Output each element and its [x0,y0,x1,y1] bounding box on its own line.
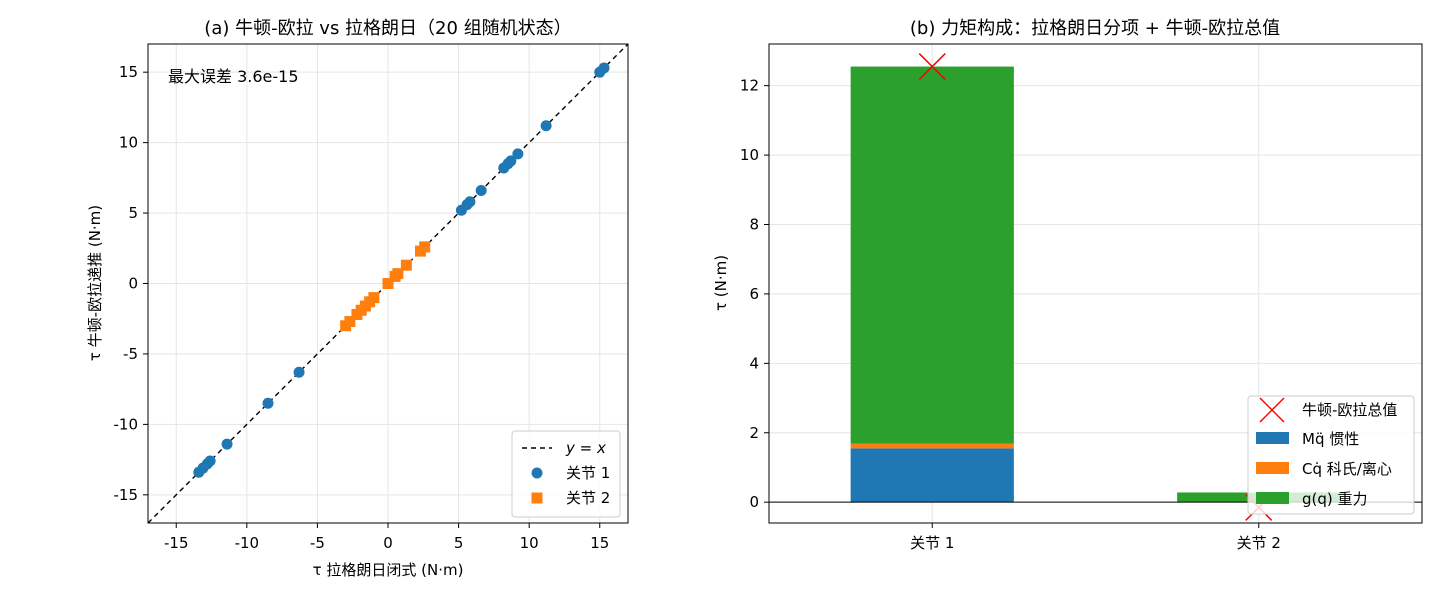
scatter-x-tick-label: 5 [454,534,464,552]
joint2-point [344,316,356,328]
scatter-y-tick-label: -15 [114,486,139,504]
bar-segment-inertia [850,448,1014,503]
legend-series-label: Cq̇ 科氏/离心 [1302,460,1392,478]
legend-joint2-label: 关节 2 [566,489,610,507]
bar-y-tick-label: 6 [749,285,759,303]
joint2-point [419,241,431,253]
joint1-point [464,196,476,208]
scatter-y-ticks: -15 -10 -5 0 5 10 15 [114,63,148,504]
joint2-point [368,292,380,304]
joint2-point [392,268,404,280]
bar-segment-coriolis [850,443,1014,449]
bar-y-tick-label: 12 [740,77,759,95]
scatter-x-tick-label: 15 [590,534,609,552]
bar-y-tick-label: 8 [749,215,759,233]
bar-stacks [850,66,1341,503]
bar-y-ticks: 0 2 4 6 8 10 12 [740,77,769,511]
bar-y-tick-label: 2 [749,424,759,442]
scatter-y-tick-label: 15 [119,63,138,81]
legend-joint2-swatch [531,492,543,504]
bar-x-tick-label: 关节 2 [1237,534,1281,552]
joint1-point [204,455,216,467]
bar-y-axis-label: τ (N·m) [712,255,730,311]
legend-series-swatch [1256,462,1289,474]
bar-x-tick-label: 关节 1 [910,534,954,552]
scatter-y-axis-label: τ 牛顿-欧拉递推 (N·m) [86,205,104,361]
scatter-y-tick-label: 5 [128,204,138,222]
total-marker-stroke [918,53,946,81]
scatter-x-ticks: -15 -10 -5 0 5 10 15 [164,523,609,552]
scatter-legend: y = x 关节 1 关节 2 [511,430,621,518]
joint1-point [262,397,274,409]
legend-series-swatch [1256,432,1289,444]
joint1-point [221,438,233,450]
bar-title: (b) 力矩构成：拉格朗日分项 + 牛顿-欧拉总值 [910,18,1280,39]
scatter-grid [148,44,628,523]
joint2-point [400,259,412,271]
total-marker [918,53,946,81]
bar-y-tick-label: 0 [749,493,759,511]
bar-segment-gravity [850,66,1014,444]
bar-legend: 牛顿-欧拉总值 Mq̈ 惯性 Cq̇ 科氏/离心 g(q) 重力 [1247,395,1415,515]
scatter-x-tick-label: -15 [164,534,189,552]
bar-y-tick-label: 4 [749,354,759,372]
legend-series-label: Mq̈ 惯性 [1302,430,1359,448]
bar-legend-box [1247,395,1415,515]
scatter-title: (a) 牛顿-欧拉 vs 拉格朗日（20 组随机状态） [204,18,571,39]
legend-total-swatch [1259,397,1285,423]
scatter-x-tick-label: 10 [520,534,539,552]
scatter-x-tick-label: -10 [235,534,260,552]
joint1-point [475,185,487,197]
joint2-point [382,278,394,289]
scatter-y-tick-label: -5 [123,345,138,363]
legend-joint1-label: 关节 1 [566,464,610,482]
joint1-point [505,155,517,167]
scatter-x-tick-label: 0 [383,534,393,552]
scatter-x-axis-label: τ 拉格朗日闭式 (N·m) [313,561,464,579]
scatter-points [193,62,610,478]
bar-x-ticks: 关节 1 关节 2 [910,523,1281,552]
scatter-x-tick-label: -5 [310,534,325,552]
joint1-point [598,62,610,74]
bar-axes-frame [768,43,1423,524]
stacked-bar-panel: (b) 力矩构成：拉格朗日分项 + 牛顿-欧拉总值 关节 1 关节 2 0 2 4 6 8… [712,18,1423,552]
scatter-y-tick-label: -10 [114,415,139,433]
scatter-panel: (a) 牛顿-欧拉 vs 拉格朗日（20 组随机状态） -15 -10 -5 0 5 10… [86,18,629,579]
bar-y-tick-label: 10 [740,146,759,164]
legend-series-label: g(q) 重力 [1302,490,1368,508]
legend-total-label: 牛顿-欧拉总值 [1302,401,1397,419]
joint1-point [293,366,305,378]
legend-series-swatch [1256,492,1289,504]
joint1-point [540,120,552,132]
joint1-point [512,148,524,160]
legend-joint1-swatch [531,467,543,479]
max-error-annotation: 最大误差 3.6e-15 [168,67,299,86]
legend-reference-label: y = x [565,439,606,457]
scatter-y-tick-label: 0 [128,275,138,293]
scatter-y-tick-label: 10 [119,134,138,152]
